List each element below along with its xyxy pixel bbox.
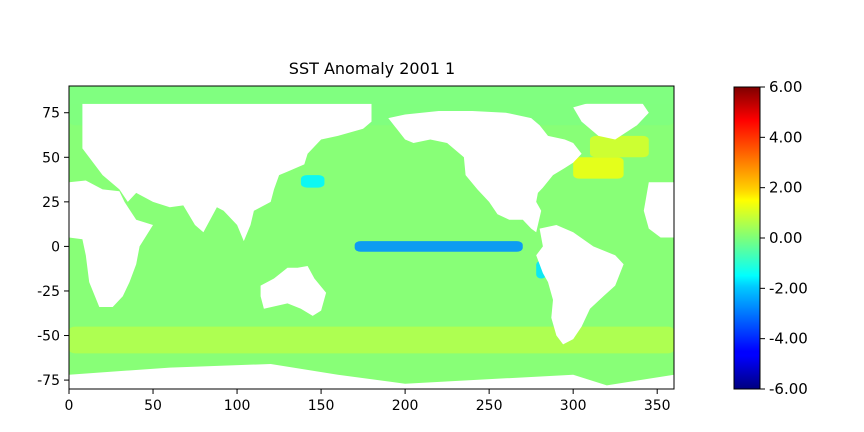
anomaly-region-3	[573, 157, 624, 179]
y-tick-label: 75	[42, 106, 60, 122]
x-tick-label: 150	[308, 398, 335, 414]
x-tick-label: 0	[65, 398, 74, 414]
heatmap-plot	[69, 86, 674, 389]
y-tick-label: 25	[42, 195, 60, 211]
y-tick-label: 50	[42, 150, 60, 166]
land-north-america	[388, 111, 582, 233]
colorbar-tick-label: 0.00	[769, 229, 802, 247]
x-tick-label: 350	[644, 398, 671, 414]
land-antarctica	[69, 364, 674, 389]
colorbar-ticks: 6.00 4.00 2.00 0.00 -2.00 -4.00 -6.00	[760, 78, 808, 398]
plot-frame	[68, 85, 675, 390]
land-africa-east-edge	[643, 182, 674, 238]
y-tick-label: -50	[37, 329, 60, 345]
colorbar-gradient	[733, 86, 761, 390]
anomaly-region-0	[354, 241, 523, 252]
x-axis: 0 50 100 150 200 250 300 350	[65, 389, 671, 414]
x-tick-label: 300	[560, 398, 587, 414]
anomaly-region-4	[589, 135, 649, 158]
land-south-america	[536, 225, 624, 345]
anomaly-region-1	[300, 175, 325, 188]
land-eurasia	[82, 103, 372, 242]
colorbar-tick-label: 6.00	[769, 78, 802, 96]
y-tick-label: -25	[37, 284, 60, 300]
chart-title: SST Anomaly 2001 1	[289, 59, 455, 78]
colorbar-tick-label: -4.00	[769, 330, 808, 348]
y-tick-label: 0	[51, 239, 60, 255]
colorbar-tick-label: 2.00	[769, 179, 802, 197]
anomaly-region-5	[69, 326, 674, 354]
colorbar-tick-label: 4.00	[769, 128, 802, 146]
colorbar-tick-label: -6.00	[769, 380, 808, 398]
x-tick-label: 250	[476, 398, 503, 414]
colorbar-tick-label: -2.00	[769, 279, 808, 297]
x-tick-label: 100	[224, 398, 251, 414]
land-greenland	[573, 100, 649, 140]
land-australia	[260, 266, 327, 316]
arctic-ice	[69, 86, 674, 104]
x-tick-label: 50	[144, 398, 162, 414]
colorbar: 6.00 4.00 2.00 0.00 -2.00 -4.00 -6.00	[733, 78, 808, 398]
y-axis: 75 50 25 0 -25 -50 -75	[37, 106, 69, 389]
land-mask	[69, 86, 674, 389]
land-africa-west	[69, 180, 153, 307]
x-tick-label: 200	[392, 398, 419, 414]
y-tick-label: -75	[37, 373, 60, 389]
